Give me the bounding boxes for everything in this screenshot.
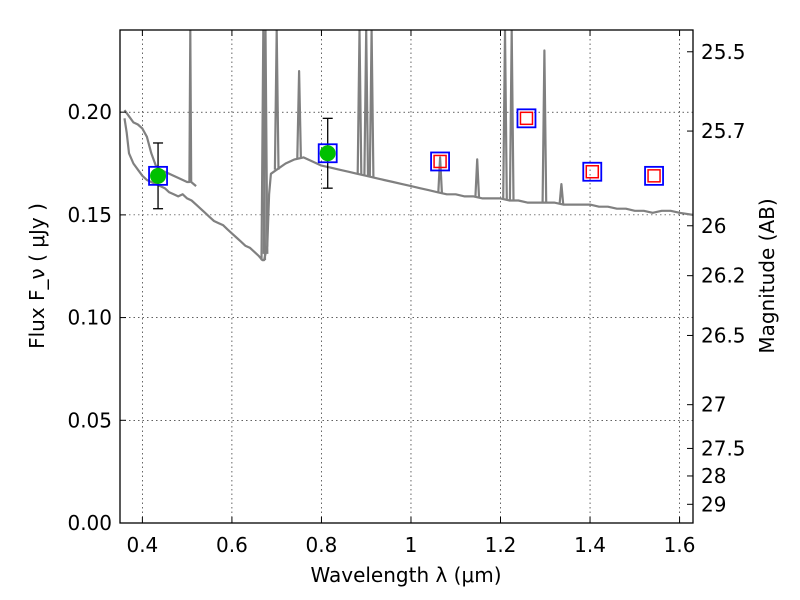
- x-tick-label: 1.2: [485, 533, 517, 557]
- model-band-box: [317, 143, 338, 164]
- mag-tick-label: 25.7: [701, 119, 746, 143]
- spectrum-layer: [123, 30, 693, 262]
- emission-line: [363, 30, 370, 176]
- emission-line: [474, 158, 481, 198]
- model-band-box: [582, 161, 603, 182]
- model-point: [585, 164, 600, 179]
- model-band-box: [430, 151, 450, 172]
- emission-line: [368, 30, 375, 178]
- emission-line: [502, 30, 508, 200]
- spectrum-line: [123, 118, 693, 262]
- photometry-layer: [148, 108, 664, 210]
- y-tick-label: 0.20: [67, 100, 112, 124]
- model-point: [519, 111, 534, 126]
- y-tick-label: 0.10: [67, 306, 112, 330]
- emission-line: [262, 30, 269, 254]
- x-tick-label: 0.8: [306, 533, 338, 557]
- mag-tick-label: 26.5: [701, 323, 746, 347]
- model-point: [647, 169, 661, 183]
- y-tick-label: 0.15: [67, 203, 112, 227]
- emission-line: [296, 70, 302, 159]
- right-axis-label: Magnitude (AB): [755, 198, 779, 353]
- model-point: [433, 154, 447, 169]
- x-tick-label: 1.6: [664, 533, 696, 557]
- x-tick-label: 1.4: [574, 533, 606, 557]
- emission-line: [356, 30, 363, 175]
- model-band-box: [644, 165, 664, 186]
- mag-tick-label: 26: [701, 214, 726, 238]
- mag-tick-label: 27: [701, 393, 726, 417]
- x-tick-label: 1: [405, 533, 418, 557]
- mag-tick-label: 25.5: [701, 40, 746, 64]
- mag-tick-label: 26.2: [701, 264, 746, 288]
- y-tick-label: 0.00: [67, 511, 112, 535]
- emission-line: [437, 156, 443, 193]
- emission-line: [508, 30, 515, 201]
- mag-tick-label: 28: [701, 464, 726, 488]
- ticks-layer: 0.4 0.6 0.8 1 1.2 1.4 1.6 0.00 0.05 0.10 0.15 0.20 2…: [67, 30, 746, 557]
- plot-background: [120, 30, 693, 523]
- observed-point: [150, 167, 167, 184]
- x-tick-label: 0.4: [126, 533, 158, 557]
- emission-line: [558, 183, 565, 205]
- x-axis-label: Wavelength λ (μm): [310, 563, 501, 587]
- mag-tick-label: 29: [701, 492, 726, 516]
- emission-line: [273, 30, 280, 170]
- mag-tick-label: 27.5: [701, 436, 746, 460]
- model-band-box: [516, 108, 537, 129]
- observed-point: [319, 145, 336, 162]
- x-tick-label: 0.6: [216, 533, 248, 557]
- plot-frame: [119, 29, 694, 524]
- model-band-box: [148, 165, 168, 186]
- emission-line: [541, 49, 548, 203]
- y-axis-label: Flux F_ν ( μJy ): [25, 203, 49, 349]
- y-tick-label: 0.05: [67, 408, 112, 432]
